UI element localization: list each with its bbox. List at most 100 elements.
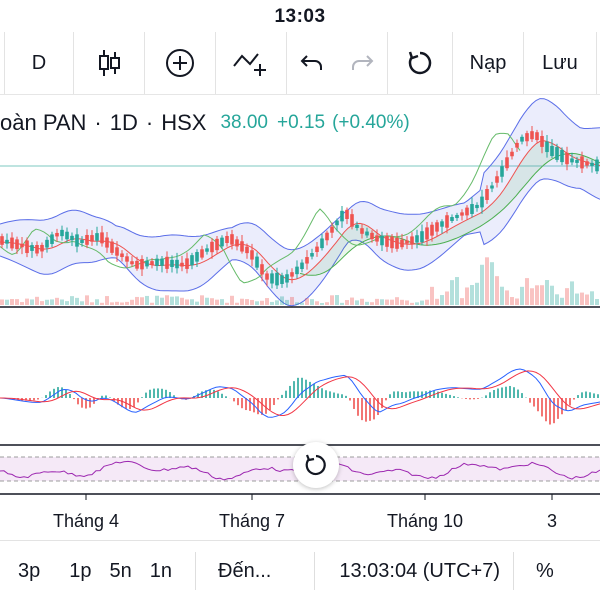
candle-body [230,234,234,244]
redo-icon [337,32,387,94]
macd-histogram-bar [457,397,459,398]
candle-body [480,197,484,208]
volume-bar [130,300,134,305]
macd-histogram-bar [337,394,339,398]
reset-chart-button[interactable] [293,442,339,488]
macd-histogram-bar [285,391,287,398]
volume-bar [240,299,244,305]
candle-body [410,236,414,244]
macd-histogram-bar [497,388,499,398]
candle-body [340,211,344,222]
range-1p-button[interactable]: 1p [49,560,100,583]
volume-bar [530,288,534,305]
range-3p-button[interactable]: 3p [0,560,49,583]
macd-histogram-bar [465,398,467,399]
legend-interval: 1D [110,110,138,136]
volume-bar [120,302,124,305]
volume-bar [340,303,344,305]
macd-histogram-bar [149,390,151,398]
volume-bar [560,298,564,305]
macd-histogram-bar [157,388,159,398]
volume-bar [515,298,519,305]
macd-histogram-bar [469,398,471,399]
volume-bar [280,296,284,305]
volume-bar [85,295,89,305]
bottom-toolbar: 3p 1p 5n 1n Đến... 13:03:04 (UTC+7) % [0,540,600,601]
x-axis-label: 3 [547,511,557,531]
volume-bar [575,294,579,305]
macd-histogram-bar [401,392,403,398]
candle-body [95,233,99,241]
percent-scale-button[interactable]: % [522,560,563,583]
volume-bar [550,286,554,305]
macd-histogram-bar [397,391,399,398]
refresh-icon[interactable] [388,32,452,94]
candle-body [35,245,39,253]
macd-histogram-bar [105,395,107,398]
candle-body [205,248,209,251]
volume-bar [55,298,59,305]
volume-bar [40,301,44,305]
volume-bar [395,297,399,305]
volume-bar [285,300,289,305]
candle-body [125,256,129,261]
candle-body [545,142,549,153]
candle-body [395,238,399,249]
candle-body [5,240,9,244]
range-5n-button[interactable]: 5n [101,560,141,583]
save-button[interactable]: Lưu [524,32,596,94]
macd-histogram-bar [557,398,559,419]
timezone-clock[interactable]: 13:03:04 (UTC+7) [323,560,509,583]
indicator-add-icon[interactable] [216,32,286,94]
legend-separator: · [146,110,153,136]
volume-bar [565,288,569,305]
volume-bar [30,299,34,305]
candlestick-icon[interactable] [74,32,144,94]
interval-button[interactable]: D [5,32,73,94]
reset-icon [303,452,329,478]
candle-body [295,267,299,274]
undo-icon[interactable] [287,32,337,94]
volume-bar [320,303,324,305]
candle-body [10,238,14,249]
macd-histogram-bar [577,395,579,398]
volume-bar [250,300,254,305]
goto-date-button[interactable]: Đến... [204,560,280,583]
candle-body [555,147,559,160]
macd-histogram-bar [289,386,291,398]
candle-body [200,249,204,257]
candle-body [450,217,454,221]
candle-body [180,263,184,267]
candle-body [40,245,44,252]
volume-bar [150,303,154,305]
candle-body [500,166,504,177]
volume-bar [585,294,589,305]
candle-body [55,233,59,236]
candle-body [110,242,114,253]
range-1n-button[interactable]: 1n [141,560,181,583]
plus-circle-icon[interactable] [145,32,215,94]
volume-bar [25,299,29,305]
candle-body [575,160,579,163]
macd-histogram-bar [221,394,223,398]
volume-bar [410,303,414,305]
macd-histogram-bar [573,398,575,400]
candle-body [560,150,564,162]
macd-histogram-bar [485,395,487,398]
volume-bar [210,298,214,305]
macd-histogram-bar [81,398,83,408]
symbol-name: oàn PAN [0,110,86,136]
load-button[interactable]: Nạp [453,32,523,94]
candle-body [385,236,389,247]
volume-bar [265,298,269,305]
candle-body [140,259,144,269]
legend-exchange: HSX [161,110,206,136]
volume-bar [225,303,229,305]
x-axis-label: Tháng 10 [387,511,463,531]
candle-body [190,255,194,265]
macd-histogram-bar [301,378,303,398]
candle-body [515,143,519,148]
candle-body [90,235,94,242]
macd-histogram-bar [505,387,507,398]
candle-body [530,131,534,139]
